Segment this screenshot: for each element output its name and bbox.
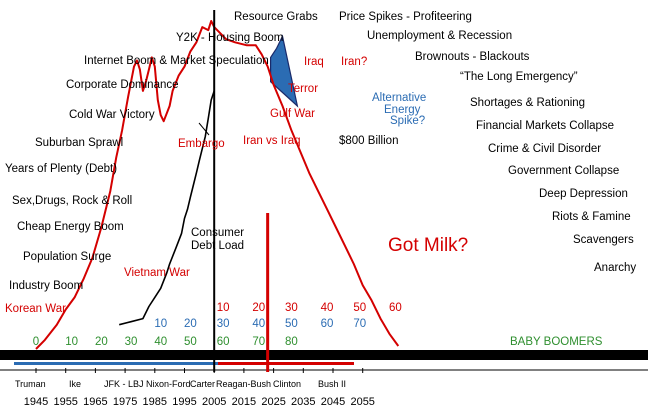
annotation: Government Collapse xyxy=(508,165,619,177)
life-stage-number: 20 xyxy=(252,302,265,314)
annotation: Y2K - Housing Boom xyxy=(176,32,283,44)
annotation-iran-vs-iraq: Iran vs Iraq xyxy=(243,135,301,147)
timeline-blue-bar xyxy=(14,362,218,365)
annotation: Brownouts - Blackouts xyxy=(415,51,530,63)
annotation-alt: Alternative xyxy=(372,92,426,104)
life-stage-rows: 0 10 20 30 40 50 60 70 80 10 20 30 40 50 60 70 10 20 30 40 5… xyxy=(33,302,603,348)
life-stage-number: 70 xyxy=(353,318,366,330)
life-stage-number: 20 xyxy=(184,318,197,330)
annotation: Financial Markets Collapse xyxy=(476,120,614,132)
life-stage-number: 30 xyxy=(285,302,298,314)
president-label: JFK - LBJ xyxy=(104,379,144,389)
x-tick-label: 1995 xyxy=(172,396,196,408)
president-label: Carter xyxy=(190,379,215,389)
annotation: Cheap Energy Boom xyxy=(17,221,124,233)
annotation: Sex,Drugs, Rock & Roll xyxy=(12,195,132,207)
life-stage-number: 60 xyxy=(321,318,334,330)
annotation: Suburban Sprawl xyxy=(35,137,123,149)
annotations: Korean War Industry Boom Population Surg… xyxy=(5,11,636,315)
annotation-got-milk: Got Milk? xyxy=(388,235,468,256)
annotation-korean-war: Korean War xyxy=(5,303,66,315)
annotation: Anarchy xyxy=(594,262,636,274)
annotation-debt-amount: $800 Billion xyxy=(339,135,398,147)
x-tick-label: 2025 xyxy=(261,396,285,408)
life-stage-number: 80 xyxy=(285,336,298,348)
annotation: Deep Depression xyxy=(539,188,628,200)
annotation: “The Long Emergency” xyxy=(460,71,578,83)
annotation-alt: Spike? xyxy=(390,115,425,127)
timeline-black-bar xyxy=(0,350,648,360)
oil-curve-line xyxy=(35,20,400,350)
annotation: Unemployment & Recession xyxy=(367,30,512,42)
life-stage-number: 10 xyxy=(154,318,167,330)
life-stage-number: 30 xyxy=(217,318,230,330)
annotation: Crime & Civil Disorder xyxy=(488,143,601,155)
annotation: Riots & Famine xyxy=(552,211,631,223)
alt-energy-spike-area xyxy=(270,34,299,108)
president-label: Reagan-Bush xyxy=(216,379,271,389)
vertical-markers xyxy=(213,10,270,372)
annotation-debt: Debt Load xyxy=(191,240,244,252)
president-label: Bush II xyxy=(318,379,346,389)
annotation-alt: Energy xyxy=(384,104,421,116)
life-stage-number: 60 xyxy=(217,336,230,348)
annotation-embargo: Embargo xyxy=(178,138,225,150)
x-tick-label: 2055 xyxy=(350,396,374,408)
embargo-pointer xyxy=(198,122,210,136)
annotation: Corporate Dominance xyxy=(66,79,179,91)
life-stage-number: 30 xyxy=(125,336,138,348)
annotation: Population Surge xyxy=(23,251,111,263)
life-stage-number: 50 xyxy=(184,336,197,348)
alternative-energy-spike xyxy=(270,34,299,108)
x-axis: Truman Ike JFK - LBJ Nixon-Ford Carter Reagan… xyxy=(15,368,375,408)
annotation-vietnam-war: Vietnam War xyxy=(124,267,190,279)
annotation-iran: Iran? xyxy=(341,56,367,68)
annotation-terror: Terror xyxy=(288,83,318,95)
annotation: Price Spikes - Profiteering xyxy=(339,11,472,23)
consumer-debt-line xyxy=(119,90,215,326)
x-tick-label: 1985 xyxy=(143,396,167,408)
x-tick-label: 2005 xyxy=(202,396,226,408)
annotation-debt: Consumer xyxy=(191,227,244,239)
annotation: Years of Plenty (Debt) xyxy=(5,163,117,175)
life-stage-number: 40 xyxy=(321,302,334,314)
x-tick-label: 2035 xyxy=(291,396,315,408)
annotation-iraq: Iraq xyxy=(304,56,324,68)
annotation: Scavengers xyxy=(573,234,634,246)
annotation: Industry Boom xyxy=(9,280,83,292)
life-stage-number: 50 xyxy=(285,318,298,330)
timeline-red-bar xyxy=(218,362,354,365)
president-label: Nixon-Ford xyxy=(146,379,191,389)
timeline-bars xyxy=(0,350,648,371)
annotation-gulf-war: Gulf War xyxy=(270,108,315,120)
life-stage-number: 60 xyxy=(389,302,402,314)
x-tick-label: 1975 xyxy=(113,396,137,408)
baby-boomers-label: BABY BOOMERS xyxy=(510,336,603,348)
president-label: Ike xyxy=(69,379,81,389)
life-stage-number: 40 xyxy=(154,336,167,348)
x-tick-label: 1965 xyxy=(83,396,107,408)
president-label: Clinton xyxy=(273,379,301,389)
annotation: Internet Boom & Market Speculation xyxy=(84,55,269,67)
x-tick-label: 2015 xyxy=(232,396,256,408)
life-stage-number: 10 xyxy=(217,302,230,314)
annotation: Resource Grabs xyxy=(234,11,318,23)
president-label: Truman xyxy=(15,379,46,389)
annotation: Cold War Victory xyxy=(69,109,155,121)
life-stage-number: 20 xyxy=(95,336,108,348)
life-stage-number: 50 xyxy=(353,302,366,314)
life-stage-number: 70 xyxy=(252,336,265,348)
x-tick-label: 1955 xyxy=(53,396,77,408)
life-stage-number: 10 xyxy=(65,336,78,348)
series-lines xyxy=(35,20,400,350)
x-tick-label: 1945 xyxy=(24,396,48,408)
life-stage-number: 0 xyxy=(33,336,39,348)
x-tick-label: 2045 xyxy=(321,396,345,408)
life-stage-number: 40 xyxy=(252,318,265,330)
annotation: Shortages & Rationing xyxy=(470,97,585,109)
